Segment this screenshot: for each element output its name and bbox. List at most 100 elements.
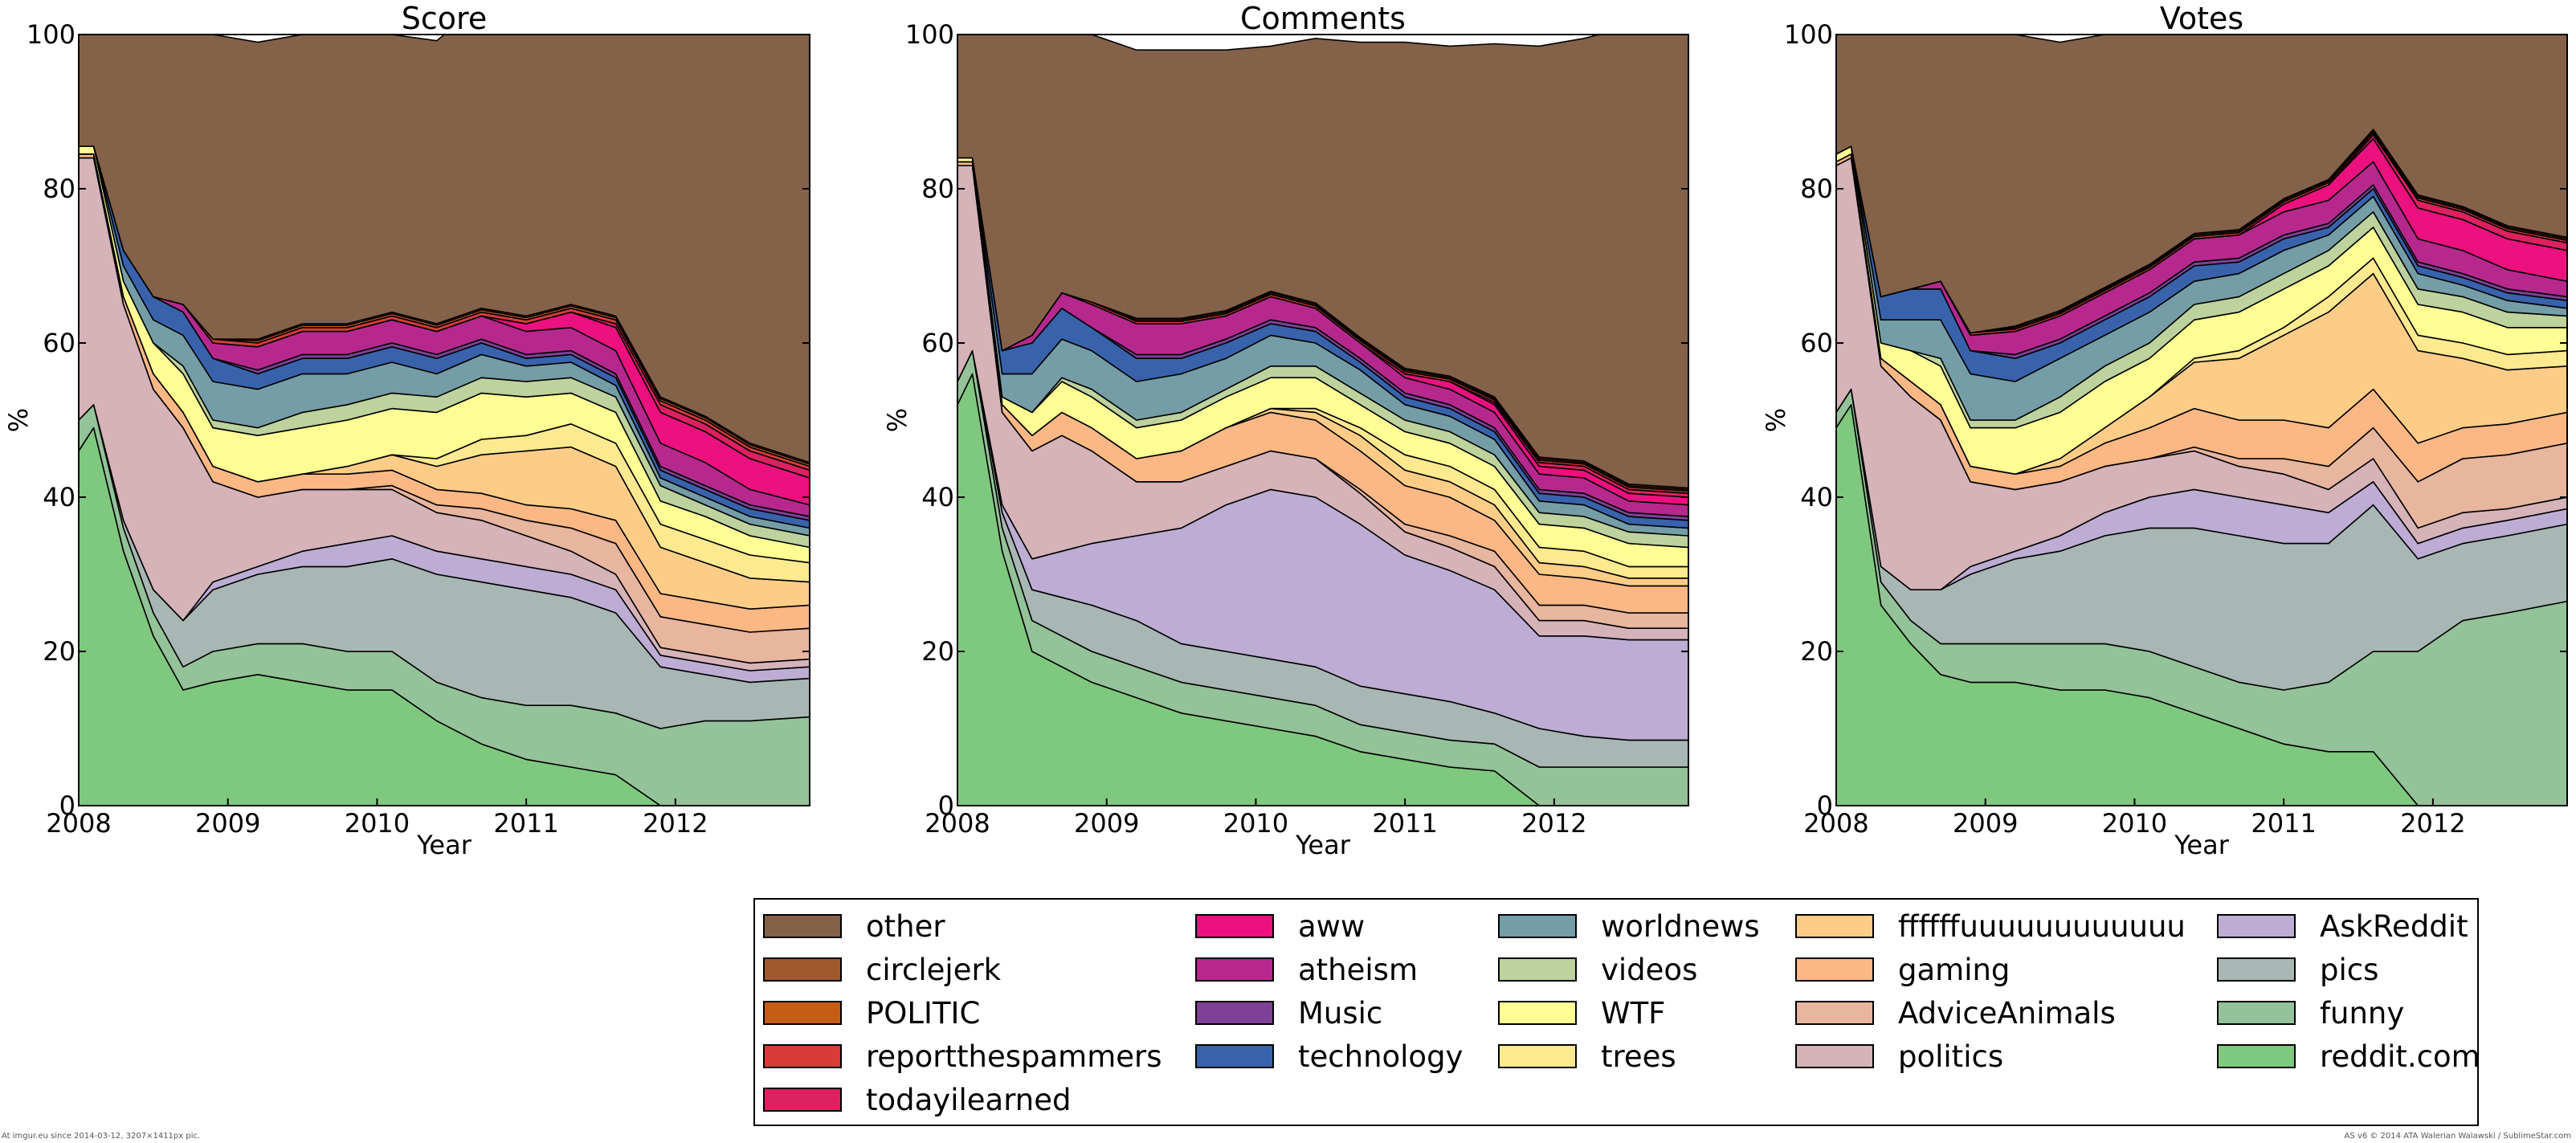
chart-title: Votes [2160,1,2243,36]
legend-item-gaming: gaming [1795,949,2010,990]
y-tick-label: 60 [43,328,76,358]
legend-label: ffffffuuuuuuuuuuuu [1898,908,2186,944]
axes-frame [957,34,1689,806]
chart-title: Score [402,1,487,36]
legend-swatch [1498,1044,1577,1068]
legend-swatch [2217,1044,2296,1068]
y-tick-label: 60 [1800,328,1833,358]
x-tick-label: 2008 [925,808,990,839]
legend-item-circlejerk: circlejerk [763,949,1001,990]
y-tick-label: 100 [905,19,954,50]
legend-label: reportthespammers [866,1039,1162,1074]
x-tick-label: 2012 [2400,808,2465,839]
legend-swatch [1498,914,1577,938]
x-tick-label: 2010 [2102,808,2167,839]
legend-swatch [763,1044,842,1068]
y-tick-label: 20 [43,636,76,667]
legend-item-reddit-com: reddit.com [2217,1036,2480,1076]
x-tick-label: 2009 [1074,808,1139,839]
legend: other circlejerk POLITIC reportthespammers t… [753,898,2480,1126]
x-tick-label: 2012 [1521,808,1586,839]
legend-label: videos [1601,952,1698,987]
y-axis-label: % [882,408,912,432]
y-axis-label: % [3,408,34,432]
legend-item-videos: videos [1498,949,1697,990]
legend-item-technology: technology [1195,1036,1463,1076]
legend-label: aww [1298,908,1366,944]
footer-credit-right: AS v6 © 2014 ATA Walerian Walawski / Sub… [2344,1132,2571,1141]
y-tick-label: 100 [1784,19,1833,50]
y-tick-label: 0 [59,790,76,821]
legend-swatch [1795,957,1874,982]
legend-item-adviceanimals: AdviceAnimals [1795,993,2116,1033]
legend-item-politic: POLITIC [763,993,980,1033]
legend-item-aww: aww [1195,906,1365,946]
legend-label: atheism [1298,952,1418,987]
y-tick-label: 100 [27,19,76,50]
legend-swatch [763,1088,842,1112]
y-axis-label: % [1761,408,1791,432]
legend-swatch [2217,914,2296,938]
legend-item-reportthespammers: reportthespammers [763,1036,1162,1076]
legend-item-other: other [763,906,945,946]
legend-swatch [1195,1001,1274,1025]
legend-swatch [763,914,842,938]
y-tick-label: 80 [1800,173,1833,204]
x-axis-label: Year [416,830,472,860]
x-axis-label: Year [1295,830,1351,860]
y-tick-label: 80 [43,173,76,204]
legend-item-askreddit: AskReddit [2217,906,2468,946]
area-other [957,35,1688,489]
y-tick-label: 40 [43,482,76,512]
x-tick-label: 2009 [1953,808,2018,839]
x-axis-label: Year [2174,830,2230,860]
legend-swatch [2217,957,2296,982]
legend-label: funny [2320,995,2405,1031]
legend-item-ffffffuuuuuuuuuuuu: ffffffuuuuuuuuuuuu [1795,906,2186,946]
x-tick-label: 2011 [2251,808,2316,839]
axes-frame [1835,34,2568,806]
x-tick-label: 2011 [1372,808,1437,839]
legend-label: reddit.com [2320,1039,2480,1074]
legend-label: Music [1298,995,1383,1031]
y-tick-label: 60 [921,328,954,358]
x-tick-label: 2010 [1223,808,1288,839]
y-tick-label: 20 [921,636,954,667]
chart-panel-score: 0 20 40 60 80 100 2008 2009 2010 2011 2012 Score Yea… [3,1,810,860]
legend-label: other [866,908,945,944]
y-tick-label: 0 [938,790,954,821]
legend-item-funny: funny [2217,993,2404,1033]
legend-label: gaming [1898,952,2011,987]
legend-swatch [1795,1044,1874,1068]
legend-swatch [1795,914,1874,938]
y-tick-label: 20 [1800,636,1833,667]
legend-label: POLITIC [866,995,981,1031]
x-tick-label: 2008 [46,808,111,839]
x-tick-label: 2011 [493,808,558,839]
axes-frame [78,34,810,806]
legend-swatch [1195,957,1274,982]
legend-item-wtf: WTF [1498,993,1665,1033]
legend-label: AdviceAnimals [1898,995,2116,1031]
legend-swatch [763,1001,842,1025]
area-other [1836,35,2567,334]
legend-swatch [763,957,842,982]
legend-label: WTF [1601,995,1666,1031]
legend-swatch [1195,914,1274,938]
footer-credit-left: At imgur.eu since 2014-03-12, 3207×1411p… [2,1132,201,1141]
legend-swatch [2217,1001,2296,1025]
legend-label: politics [1898,1039,2004,1074]
legend-swatch [1195,1044,1274,1068]
legend-label: circlejerk [866,952,1002,987]
legend-item-pics: pics [2217,949,2378,990]
y-tick-label: 80 [921,173,954,204]
legend-item-music: Music [1195,993,1382,1033]
legend-item-politics: politics [1795,1036,2003,1076]
chart-title: Comments [1240,1,1406,36]
legend-swatch [1498,957,1577,982]
legend-label: technology [1298,1039,1464,1074]
legend-label: worldnews [1601,908,1760,944]
legend-item-todayilearned: todayilearned [763,1080,1071,1120]
legend-label: pics [2320,952,2379,987]
chart-panel-comments: 0 20 40 60 80 100 2008 2009 2010 2011 2012 Comments… [882,1,1689,860]
